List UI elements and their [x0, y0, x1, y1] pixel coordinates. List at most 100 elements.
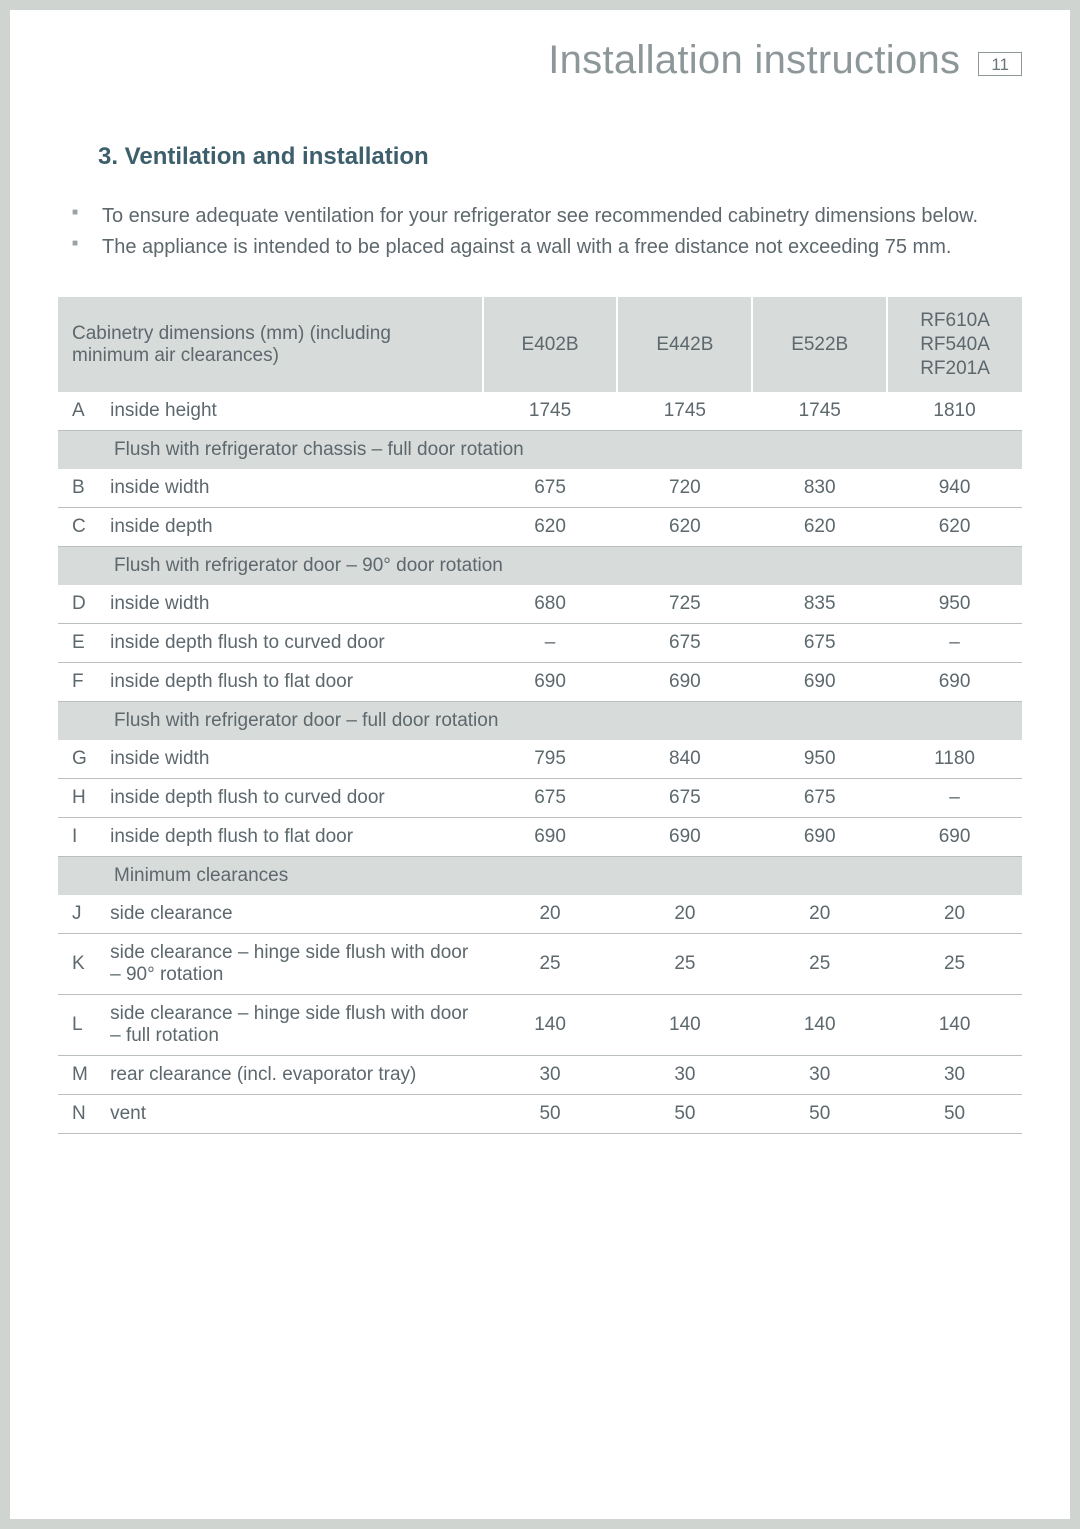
- row-value: 675: [617, 624, 752, 663]
- dimensions-table: Cabinetry dimensions (mm) (including min…: [58, 297, 1022, 1134]
- page-number-box: 11: [978, 52, 1022, 76]
- table-row: Ainside height1745174517451810: [58, 392, 1022, 431]
- row-value: 620: [752, 508, 887, 547]
- table-row: Nvent50505050: [58, 1095, 1022, 1134]
- row-value: 720: [617, 469, 752, 508]
- row-value: 690: [483, 818, 618, 857]
- row-value: 20: [617, 895, 752, 934]
- row-desc: inside height: [100, 392, 483, 431]
- table-row: Ginside width7958409501180: [58, 740, 1022, 779]
- row-desc: vent: [100, 1095, 483, 1134]
- row-value: 675: [752, 624, 887, 663]
- table-header-col: E402B: [483, 297, 618, 392]
- row-letter: E: [58, 624, 100, 663]
- row-value: 690: [752, 818, 887, 857]
- row-value: 795: [483, 740, 618, 779]
- row-value: 690: [887, 663, 1022, 702]
- table-row: Hinside depth flush to curved door675675…: [58, 779, 1022, 818]
- row-letter: A: [58, 392, 100, 431]
- table-row: Lside clearance – hinge side flush with …: [58, 995, 1022, 1056]
- row-value: –: [887, 779, 1022, 818]
- row-value: 140: [617, 995, 752, 1056]
- row-value: 30: [887, 1056, 1022, 1095]
- row-desc: inside depth flush to flat door: [100, 818, 483, 857]
- row-value: 675: [752, 779, 887, 818]
- table-row: Finside depth flush to flat door69069069…: [58, 663, 1022, 702]
- row-value: 140: [483, 995, 618, 1056]
- row-letter: H: [58, 779, 100, 818]
- page-header: Installation instructions 11: [58, 38, 1022, 83]
- table-row: Mrear clearance (incl. evaporator tray)3…: [58, 1056, 1022, 1095]
- row-value: 50: [483, 1095, 618, 1134]
- row-value: 690: [887, 818, 1022, 857]
- row-value: 675: [617, 779, 752, 818]
- row-value: 25: [887, 934, 1022, 995]
- row-value: 835: [752, 585, 887, 624]
- table-header-col: E522B: [752, 297, 887, 392]
- row-value: 680: [483, 585, 618, 624]
- row-value: 25: [752, 934, 887, 995]
- table-header-row: Cabinetry dimensions (mm) (including min…: [58, 297, 1022, 392]
- row-letter: M: [58, 1056, 100, 1095]
- table-row: Cinside depth620620620620: [58, 508, 1022, 547]
- table-row: Minimum clearances: [58, 857, 1022, 896]
- row-value: 1745: [617, 392, 752, 431]
- row-value: 1745: [752, 392, 887, 431]
- row-desc: side clearance – hinge side flush with d…: [100, 934, 483, 995]
- page-number: 11: [991, 55, 1009, 74]
- row-letter: N: [58, 1095, 100, 1134]
- row-letter: G: [58, 740, 100, 779]
- row-value: 950: [887, 585, 1022, 624]
- row-value: 620: [617, 508, 752, 547]
- row-value: 675: [483, 779, 618, 818]
- row-value: 20: [887, 895, 1022, 934]
- table-row: Binside width675720830940: [58, 469, 1022, 508]
- table-row: Jside clearance20202020: [58, 895, 1022, 934]
- table-row: Dinside width680725835950: [58, 585, 1022, 624]
- row-value: 50: [887, 1095, 1022, 1134]
- table-row: Flush with refrigerator door – full door…: [58, 702, 1022, 741]
- row-value: 620: [887, 508, 1022, 547]
- row-value: 675: [483, 469, 618, 508]
- row-value: 690: [617, 818, 752, 857]
- row-value: 50: [752, 1095, 887, 1134]
- row-value: 140: [752, 995, 887, 1056]
- row-desc: side clearance – hinge side flush with d…: [100, 995, 483, 1056]
- row-value: 30: [483, 1056, 618, 1095]
- row-value: 50: [617, 1095, 752, 1134]
- note-item: To ensure adequate ventilation for your …: [66, 203, 1014, 230]
- row-value: 25: [617, 934, 752, 995]
- section-label: Flush with refrigerator door – 90° door …: [58, 547, 1022, 586]
- table-header-desc: Cabinetry dimensions (mm) (including min…: [58, 297, 483, 392]
- row-value: 840: [617, 740, 752, 779]
- row-value: 1810: [887, 392, 1022, 431]
- row-value: 690: [617, 663, 752, 702]
- row-value: 725: [617, 585, 752, 624]
- table-row: Iinside depth flush to flat door69069069…: [58, 818, 1022, 857]
- table-row: Flush with refrigerator chassis – full d…: [58, 431, 1022, 470]
- row-value: 20: [752, 895, 887, 934]
- row-desc: side clearance: [100, 895, 483, 934]
- row-letter: J: [58, 895, 100, 934]
- row-value: 830: [752, 469, 887, 508]
- row-value: 140: [887, 995, 1022, 1056]
- row-desc: inside depth: [100, 508, 483, 547]
- row-value: 25: [483, 934, 618, 995]
- row-value: 620: [483, 508, 618, 547]
- row-value: 1180: [887, 740, 1022, 779]
- row-value: 690: [752, 663, 887, 702]
- row-letter: F: [58, 663, 100, 702]
- row-desc: rear clearance (incl. evaporator tray): [100, 1056, 483, 1095]
- table-row: Kside clearance – hinge side flush with …: [58, 934, 1022, 995]
- row-value: –: [887, 624, 1022, 663]
- table-row: Einside depth flush to curved door–67567…: [58, 624, 1022, 663]
- table-body: Ainside height1745174517451810Flush with…: [58, 392, 1022, 1134]
- row-desc: inside width: [100, 469, 483, 508]
- row-value: 940: [887, 469, 1022, 508]
- row-letter: D: [58, 585, 100, 624]
- page: Installation instructions 11 3. Ventilat…: [10, 10, 1070, 1519]
- note-item: The appliance is intended to be placed a…: [66, 234, 1014, 261]
- table-header-col: E442B: [617, 297, 752, 392]
- section-label: Flush with refrigerator chassis – full d…: [58, 431, 1022, 470]
- header-title: Installation instructions: [548, 38, 960, 83]
